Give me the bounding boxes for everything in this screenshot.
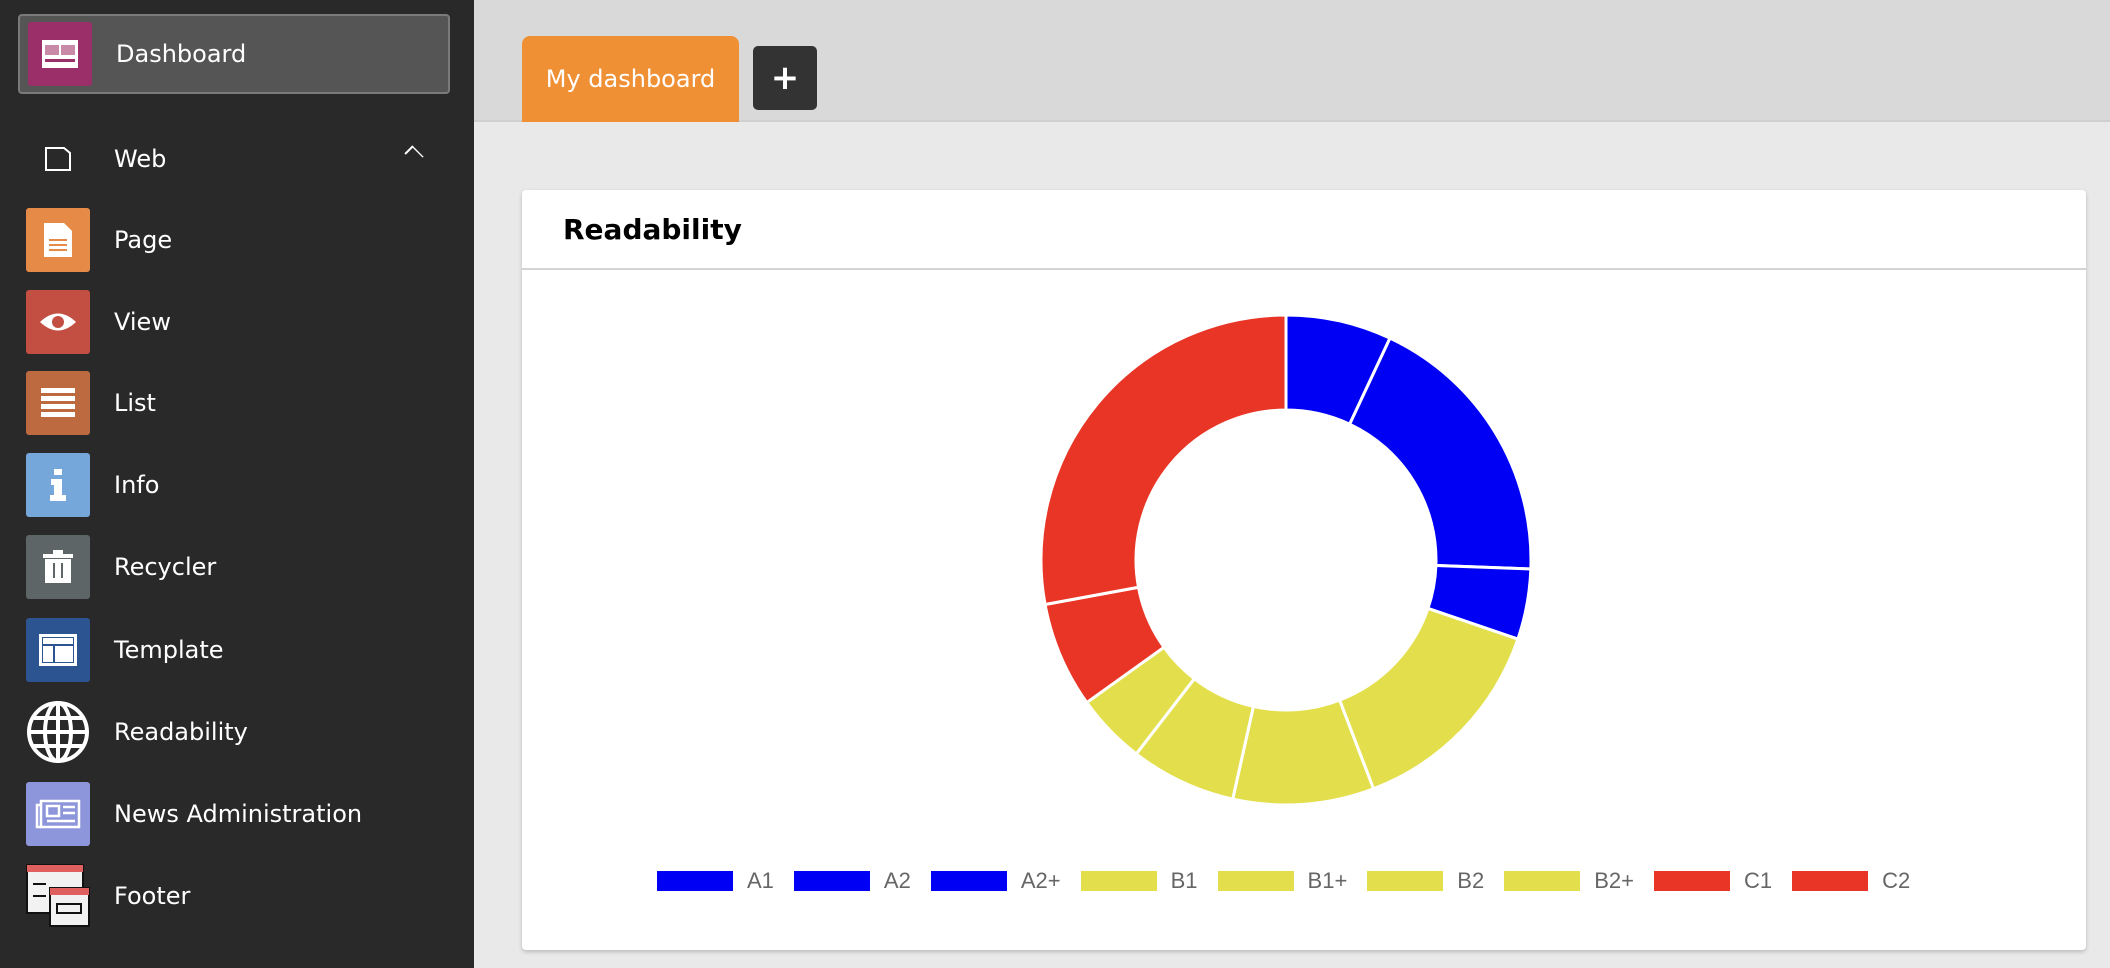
sidebar-item-footer[interactable]: Footer <box>18 856 450 936</box>
trash-icon <box>26 535 90 599</box>
sidebar-item-label: Page <box>114 226 173 254</box>
sidebar: Dashboard Web Page View List Info Recycler Te… <box>0 0 474 968</box>
sidebar-item-label: Info <box>114 471 160 499</box>
sidebar-item-recycler[interactable]: Recycler <box>18 527 450 607</box>
legend-swatch <box>1504 871 1581 891</box>
footer-icon <box>26 864 90 928</box>
legend-label: A2 <box>883 868 911 893</box>
sidebar-item-page[interactable]: Page <box>18 200 450 280</box>
sidebar-item-news-administration[interactable]: News Administration <box>18 774 450 854</box>
donut-chart <box>1039 313 1533 807</box>
readability-widget: Readability A1 A2 A2+ B1 B1+ B2 B2+ C1 C2 <box>522 190 2086 950</box>
legend-swatch <box>657 871 733 891</box>
legend-item[interactable]: A1 <box>657 868 774 894</box>
legend-label: B2 <box>1457 868 1485 893</box>
legend-label: A2+ <box>1020 868 1061 893</box>
legend-item[interactable]: B1 <box>1080 868 1198 894</box>
legend-item[interactable]: B1+ <box>1217 868 1348 894</box>
dashboard-tabs-bar: My dashboard + <box>474 0 2110 122</box>
tab-my-dashboard[interactable]: My dashboard <box>522 36 739 122</box>
sidebar-item-label: Footer <box>114 882 191 910</box>
chart-legend: A1 A2 A2+ B1 B1+ B2 B2+ C1 C2 <box>657 868 1930 894</box>
legend-swatch <box>793 871 870 891</box>
sidebar-item-list[interactable]: List <box>18 363 450 443</box>
newspaper-icon <box>26 782 90 846</box>
sidebar-item-label: News Administration <box>114 800 363 828</box>
sidebar-item-readability[interactable]: Readability <box>18 692 450 772</box>
sidebar-item-label: Readability <box>114 718 248 746</box>
donut-slice-a2[interactable] <box>1347 336 1533 571</box>
legend-label: C1 <box>1743 868 1773 893</box>
sidebar-item-label: Recycler <box>114 553 217 581</box>
sidebar-section-web[interactable]: Web <box>18 119 450 199</box>
template-icon <box>26 618 90 682</box>
legend-label: C2 <box>1882 868 1911 893</box>
legend-label: B1+ <box>1307 868 1348 893</box>
legend-label: B1 <box>1170 868 1198 893</box>
legend-swatch <box>1367 871 1444 891</box>
donut-slice-b1[interactable] <box>1337 606 1520 791</box>
page-outline-icon <box>26 127 90 191</box>
sidebar-item-template[interactable]: Template <box>18 610 450 690</box>
list-icon <box>26 371 90 435</box>
legend-swatch <box>930 871 1007 891</box>
legend-item[interactable]: C1 <box>1653 868 1773 894</box>
sidebar-item-view[interactable]: View <box>18 282 450 362</box>
chevron-up-icon[interactable] <box>404 145 424 165</box>
page-icon <box>26 208 90 272</box>
sidebar-item-label: View <box>114 308 171 336</box>
eye-icon <box>26 290 90 354</box>
legend-item[interactable]: B2+ <box>1504 868 1634 894</box>
legend-swatch <box>1792 871 1869 891</box>
legend-item[interactable]: C2 <box>1792 868 1910 894</box>
sidebar-item-label: List <box>114 389 156 417</box>
info-icon <box>26 453 90 517</box>
sidebar-item-label: Template <box>114 636 224 664</box>
legend-swatch <box>1080 871 1157 891</box>
dashboard-icon <box>28 22 92 86</box>
sidebar-item-dashboard[interactable]: Dashboard <box>18 14 450 94</box>
legend-swatch <box>1217 871 1294 891</box>
legend-label: A1 <box>747 868 774 893</box>
legend-item[interactable]: B2 <box>1367 868 1484 894</box>
legend-swatch <box>1653 871 1730 891</box>
legend-label: B2+ <box>1594 868 1634 893</box>
widget-title: Readability <box>522 190 2086 270</box>
legend-item[interactable]: A2 <box>793 868 911 894</box>
donut-slice-c2[interactable] <box>1039 313 1288 607</box>
legend-item[interactable]: A2+ <box>930 868 1061 894</box>
sidebar-item-info[interactable]: Info <box>18 445 450 525</box>
add-dashboard-button[interactable]: + <box>753 46 817 110</box>
globe-icon <box>26 700 90 764</box>
